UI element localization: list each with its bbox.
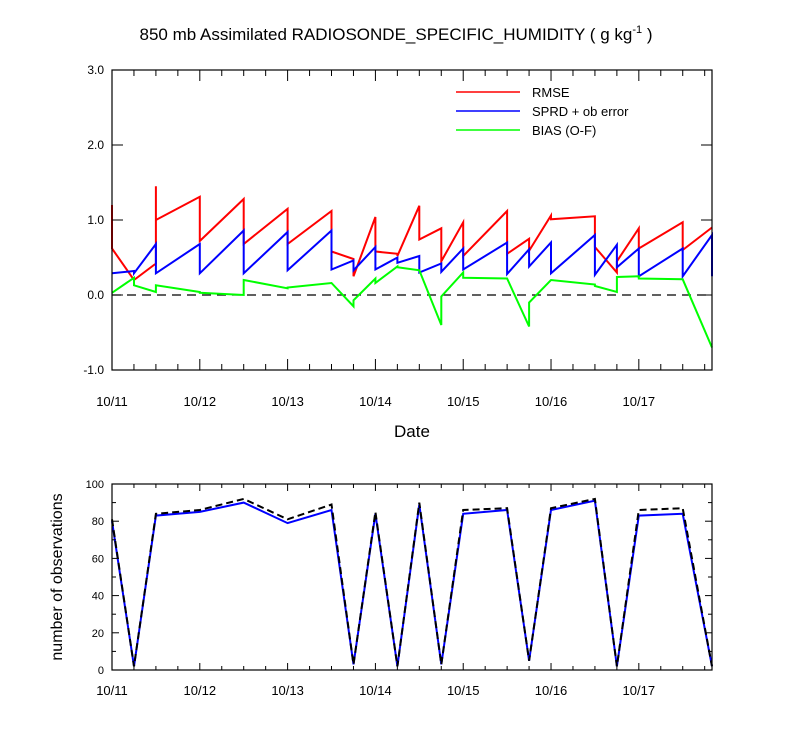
x-tick-label: 10/15: [447, 683, 480, 698]
x-tick-label: 10/16: [535, 683, 568, 698]
x-tick-label: 10/14: [359, 683, 392, 698]
legend-label-bias: BIAS (O-F): [532, 123, 596, 138]
legend-label-sprd: SPRD + ob error: [532, 104, 629, 119]
series-line-used-observations: [111, 499, 713, 667]
x-tick-label: 10/17: [623, 394, 656, 409]
x-tick-label: 10/17: [623, 683, 656, 698]
y-tick-label: 20: [92, 628, 104, 640]
x-tick-label: 10/11: [96, 394, 128, 409]
y-tick-label: 80: [92, 516, 104, 528]
top-x-axis: 10/11 10/12 10/13 10/14 10/15 10/16 10/17: [96, 70, 706, 409]
y-tick-label: 1.0: [87, 213, 104, 227]
x-tick-label: 10/12: [184, 394, 217, 409]
chart-title-main: 850 mb Assimilated RADIOSONDE_SPECIFIC_H…: [140, 25, 633, 44]
x-tick-label: 10/13: [271, 394, 304, 409]
x-tick-label: 10/15: [447, 394, 480, 409]
bottom-x-axis: 10/11 10/12 10/13 10/14 10/15 10/16 10/17: [96, 484, 706, 698]
y-tick-label: 2.0: [87, 138, 104, 152]
x-tick-label: 10/12: [184, 683, 217, 698]
chart-title: 850 mb Assimilated RADIOSONDE_SPECIFIC_H…: [140, 24, 653, 44]
x-tick-label: 10/13: [271, 683, 304, 698]
x-tick-label: 10/11: [96, 683, 128, 698]
top-y-axis: -1.0 0.0 1.0 2.0 3.0: [83, 63, 712, 377]
x-tick-label: 10/14: [359, 394, 392, 409]
y-tick-label: 3.0: [87, 63, 104, 77]
bottom-y-axis: 0 20 40 60 80 100: [86, 479, 712, 677]
legend-label-rmse: RMSE: [532, 85, 570, 100]
y-tick-label: 100: [86, 479, 104, 491]
top-plot-area: [111, 186, 713, 348]
y-tick-label: 60: [92, 553, 104, 565]
chart-title-superscript: -1: [632, 24, 642, 36]
y-tick-label: -1.0: [83, 363, 104, 377]
bottom-y-axis-label: number of observations: [49, 493, 66, 660]
bottom-plot-area: [111, 497, 713, 667]
x-tick-label: 10/16: [535, 394, 568, 409]
series-line-bias-o-f: [111, 264, 713, 348]
top-panel: -1.00.01.02.03.0 10/11 10/12 10/13 10/14 10/…: [83, 63, 713, 441]
top-x-axis-label: Date: [394, 422, 430, 441]
chart-title-suffix: ): [642, 25, 652, 44]
y-tick-label: 40: [92, 591, 104, 603]
series-line-rmse: [111, 186, 713, 282]
y-tick-label: 0: [98, 665, 104, 677]
y-tick-label: 0.0: [87, 288, 104, 302]
legend: RMSE SPRD + ob error BIAS (O-F): [456, 85, 629, 138]
series-line-available-observations: [111, 497, 713, 667]
